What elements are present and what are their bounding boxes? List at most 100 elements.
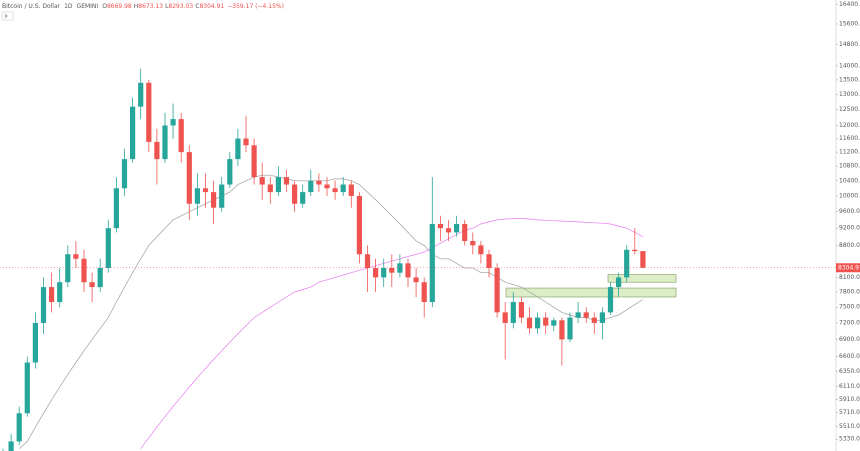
candle-body — [607, 287, 614, 313]
candle-body — [462, 224, 468, 241]
candle-body — [389, 267, 395, 273]
candle-body — [170, 119, 176, 126]
y-tick-label: 8100.00 — [839, 274, 860, 281]
y-tick-label: 7800.00 — [839, 289, 860, 296]
y-tick-label: 14800.00 — [839, 41, 860, 48]
candle-body — [454, 224, 460, 233]
candle-body — [356, 195, 362, 255]
candle-body — [65, 254, 71, 283]
candle-body — [575, 312, 581, 318]
candle-body — [259, 177, 265, 185]
candle-body — [478, 245, 484, 255]
candle-body — [24, 362, 30, 414]
candle-body — [40, 287, 47, 323]
candle-body — [138, 82, 144, 107]
candle-body — [251, 145, 257, 178]
candle-body — [526, 317, 533, 329]
ohlc-label: L — [165, 3, 169, 10]
candle-body — [267, 184, 273, 193]
candle-body — [348, 184, 354, 196]
y-tick-label: 7500.00 — [839, 304, 860, 311]
y-tick-label: 10400.00 — [839, 177, 860, 184]
candle-body — [616, 277, 622, 288]
change: −359.17 (−4.15%) — [227, 3, 284, 10]
candle-body — [57, 282, 63, 303]
ohlc-value: 8673.13 — [138, 3, 163, 10]
ohlc-label: C — [195, 3, 199, 10]
candle-body — [583, 312, 589, 318]
candle-body — [73, 254, 79, 259]
candle-body — [518, 302, 524, 318]
y-tick-label: 9600.00 — [839, 208, 860, 215]
candle-body — [243, 138, 249, 146]
candle-body — [130, 106, 136, 160]
candle-body — [340, 184, 346, 193]
y-tick-label: 5330.00 — [839, 436, 860, 443]
candle-body — [445, 228, 452, 233]
y-tick-label: 11200.00 — [839, 149, 860, 156]
y-tick-label: 15600.00 — [839, 21, 860, 28]
candle-body — [154, 141, 160, 160]
collapse-icon — [4, 14, 8, 18]
support-zone — [505, 287, 677, 298]
candle-body — [510, 302, 516, 323]
moving-average — [18, 174, 644, 450]
symbol-title: Bitcoin / U.S. Dollar 1D GEMINI O8669.98 H86… — [2, 3, 284, 10]
candle-body — [535, 317, 541, 329]
candle-body — [364, 254, 371, 268]
candle-body — [551, 320, 557, 326]
candle-body — [421, 282, 427, 303]
y-tick-label: 13500.00 — [839, 76, 860, 83]
y-tick-label: 13000.00 — [839, 91, 860, 98]
y-tick-label: 12500.00 — [839, 106, 860, 113]
candle-body — [332, 188, 338, 193]
y-tick-label: 6350.00 — [839, 368, 860, 375]
y-tick-label: 14000.00 — [839, 62, 860, 69]
ohlc-label: O — [102, 3, 107, 10]
title: Bitcoin / U.S. Dollar — [2, 3, 61, 10]
candle-body — [437, 224, 443, 229]
candle-body — [186, 152, 192, 204]
candle-body — [502, 312, 508, 323]
y-tick-label: 6900.00 — [839, 336, 860, 343]
candle-body — [429, 224, 435, 303]
candle-body — [121, 159, 128, 189]
candle-body — [543, 317, 549, 326]
candle-body — [494, 267, 500, 313]
candle-body — [32, 322, 38, 363]
candle-body — [283, 177, 290, 185]
candle-body — [316, 180, 322, 185]
last-price-label: 8304.91 — [838, 264, 860, 271]
exchange: GEMINI — [77, 3, 99, 10]
y-tick-label: 5510.00 — [839, 423, 860, 430]
y-tick-label: 10000.00 — [839, 192, 860, 199]
candle-body — [146, 82, 152, 142]
support-zone — [607, 274, 677, 283]
y-tick-label: 6110.00 — [839, 383, 860, 390]
candle-body — [194, 188, 200, 204]
interval: 1D — [64, 3, 73, 10]
last-price-box — [836, 263, 860, 273]
candle-body — [470, 240, 476, 246]
y-tick-label: 11600.00 — [839, 135, 860, 142]
candle-body — [211, 192, 217, 208]
candle-body — [162, 125, 168, 160]
ohlc-value: 8669.98 — [107, 3, 132, 10]
candle-body — [113, 188, 119, 229]
candle-body — [49, 287, 55, 303]
candle-body — [397, 263, 403, 273]
candle-body — [219, 184, 225, 208]
candle-body — [235, 138, 241, 160]
y-tick-label: 10800.00 — [839, 163, 860, 170]
candle-body — [373, 267, 379, 278]
candle-body — [640, 251, 646, 268]
candle-body — [227, 159, 233, 185]
ohlc-value: 8293.03 — [168, 3, 193, 10]
candle-body — [624, 249, 630, 278]
candle-body — [97, 267, 103, 288]
candle-body — [324, 184, 330, 189]
candle-body — [16, 413, 22, 442]
candle-body — [486, 254, 492, 268]
y-tick-label: 16400.00 — [839, 1, 860, 8]
